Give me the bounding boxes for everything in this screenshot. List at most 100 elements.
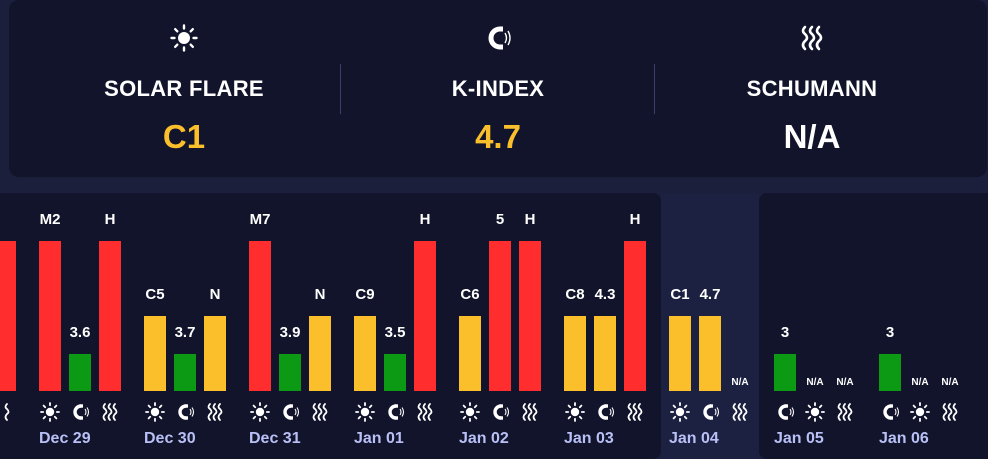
magnet-icon bbox=[703, 404, 720, 420]
flare-value: C5 bbox=[145, 286, 165, 303]
flare-bar bbox=[144, 316, 166, 391]
flare-value: C1 bbox=[670, 286, 690, 303]
schumann-metric: SCHUMANN N/A bbox=[649, 0, 975, 177]
schumann-value: N/A bbox=[941, 377, 959, 388]
schumann-bar bbox=[99, 241, 121, 391]
flare-value: C6 bbox=[460, 286, 480, 303]
summary-card: SOLAR FLARE C1 K-INDEX 4.7 SCHUMANN N/A bbox=[9, 0, 987, 177]
divider bbox=[340, 64, 341, 114]
magnet-icon bbox=[388, 404, 405, 420]
flare-value: C8 bbox=[565, 286, 585, 303]
k-index-bar bbox=[384, 354, 406, 391]
schumann-bar bbox=[624, 241, 646, 391]
k-index-bar bbox=[69, 354, 91, 391]
date-label: Dec 31 bbox=[249, 430, 301, 447]
sun-icon bbox=[805, 402, 825, 422]
divider bbox=[654, 64, 655, 114]
k-index-value: 3.7 bbox=[174, 324, 196, 341]
k-index-value: 3.6 bbox=[69, 324, 91, 341]
waves-icon bbox=[942, 403, 958, 421]
flare-value: N/A bbox=[911, 377, 929, 388]
flare-bar bbox=[39, 241, 61, 391]
sun-icon bbox=[145, 402, 165, 422]
date-label: Jan 01 bbox=[354, 430, 404, 447]
sun-icon bbox=[170, 24, 198, 52]
sun-icon bbox=[670, 402, 690, 422]
k-index-bar bbox=[879, 354, 901, 391]
k-index-value: 4.7 bbox=[699, 286, 721, 303]
schumann-value: H bbox=[524, 211, 536, 228]
magnet-icon bbox=[598, 404, 615, 420]
date-label: Jan 05 bbox=[774, 430, 824, 447]
date-label: Dec 29 bbox=[39, 430, 91, 447]
waves-icon bbox=[732, 403, 748, 421]
sun-icon bbox=[355, 402, 375, 422]
flare-value: M2 bbox=[39, 211, 61, 228]
k-index-bar bbox=[699, 316, 721, 391]
magnet-icon bbox=[73, 404, 90, 420]
waves-icon bbox=[312, 403, 328, 421]
schumann-bar bbox=[309, 316, 331, 391]
sun-icon bbox=[910, 402, 930, 422]
date-label: Jan 02 bbox=[459, 430, 509, 447]
magnet-icon bbox=[493, 404, 510, 420]
solar-flare-metric: SOLAR FLARE C1 bbox=[21, 0, 347, 177]
waves-icon bbox=[417, 403, 433, 421]
schumann-value: H bbox=[629, 211, 641, 228]
k-index-metric: K-INDEX 4.7 bbox=[335, 0, 661, 177]
flare-value: M7 bbox=[249, 211, 271, 228]
k-index-bar bbox=[774, 354, 796, 391]
date-label: Dec 30 bbox=[144, 430, 196, 447]
schumann-value: N/A bbox=[836, 377, 854, 388]
k-index-value: 3 bbox=[780, 324, 790, 341]
waves-icon bbox=[837, 403, 853, 421]
sun-icon bbox=[565, 402, 585, 422]
schumann-value: N/A bbox=[731, 377, 749, 388]
waves-icon bbox=[102, 403, 118, 421]
k-index-value: 4.3 bbox=[594, 286, 616, 303]
magnet-icon bbox=[178, 404, 195, 420]
k-index-label: K-INDEX bbox=[451, 76, 545, 101]
k-index-value: 5 bbox=[495, 211, 505, 228]
schumann-bar bbox=[414, 241, 436, 391]
k-index-value: 4.7 bbox=[475, 118, 521, 155]
k-index-bar bbox=[279, 354, 301, 391]
date-label: Jan 04 bbox=[669, 430, 719, 447]
schumann-bar bbox=[0, 241, 16, 391]
waves-icon bbox=[4, 403, 10, 421]
sun-icon bbox=[460, 402, 480, 422]
schumann-bar bbox=[519, 241, 541, 391]
schumann-label: SCHUMANN bbox=[746, 76, 878, 101]
k-index-bar bbox=[174, 354, 196, 391]
magnet-icon bbox=[283, 404, 300, 420]
flare-bar bbox=[459, 316, 481, 391]
magnet-icon bbox=[488, 26, 511, 50]
clipped-icon-area bbox=[0, 402, 12, 424]
magnet-icon bbox=[778, 404, 795, 420]
flare-value: N/A bbox=[806, 377, 824, 388]
date-label: Jan 06 bbox=[879, 430, 929, 447]
waves-icon bbox=[627, 403, 643, 421]
k-index-value: 3.5 bbox=[384, 324, 406, 341]
waves-icon bbox=[522, 403, 538, 421]
flare-bar bbox=[249, 241, 271, 391]
schumann-value: N bbox=[314, 286, 326, 303]
sun-icon bbox=[40, 402, 60, 422]
waves-icon bbox=[207, 403, 223, 421]
k-index-bar bbox=[594, 316, 616, 391]
flare-bar bbox=[564, 316, 586, 391]
schumann-value: N bbox=[209, 286, 221, 303]
flare-value: C9 bbox=[355, 286, 375, 303]
schumann-value: H bbox=[419, 211, 431, 228]
magnet-icon bbox=[883, 404, 900, 420]
date-label: Jan 03 bbox=[564, 430, 614, 447]
schumann-value: N/A bbox=[783, 118, 841, 155]
k-index-value: 3 bbox=[885, 324, 895, 341]
waves-icon bbox=[801, 25, 823, 51]
solar-flare-value: C1 bbox=[162, 118, 206, 155]
solar-flare-label: SOLAR FLARE bbox=[104, 76, 264, 101]
flare-bar bbox=[354, 316, 376, 391]
schumann-value: H bbox=[104, 211, 116, 228]
schumann-bar bbox=[204, 316, 226, 391]
k-index-value: 3.9 bbox=[279, 324, 301, 341]
